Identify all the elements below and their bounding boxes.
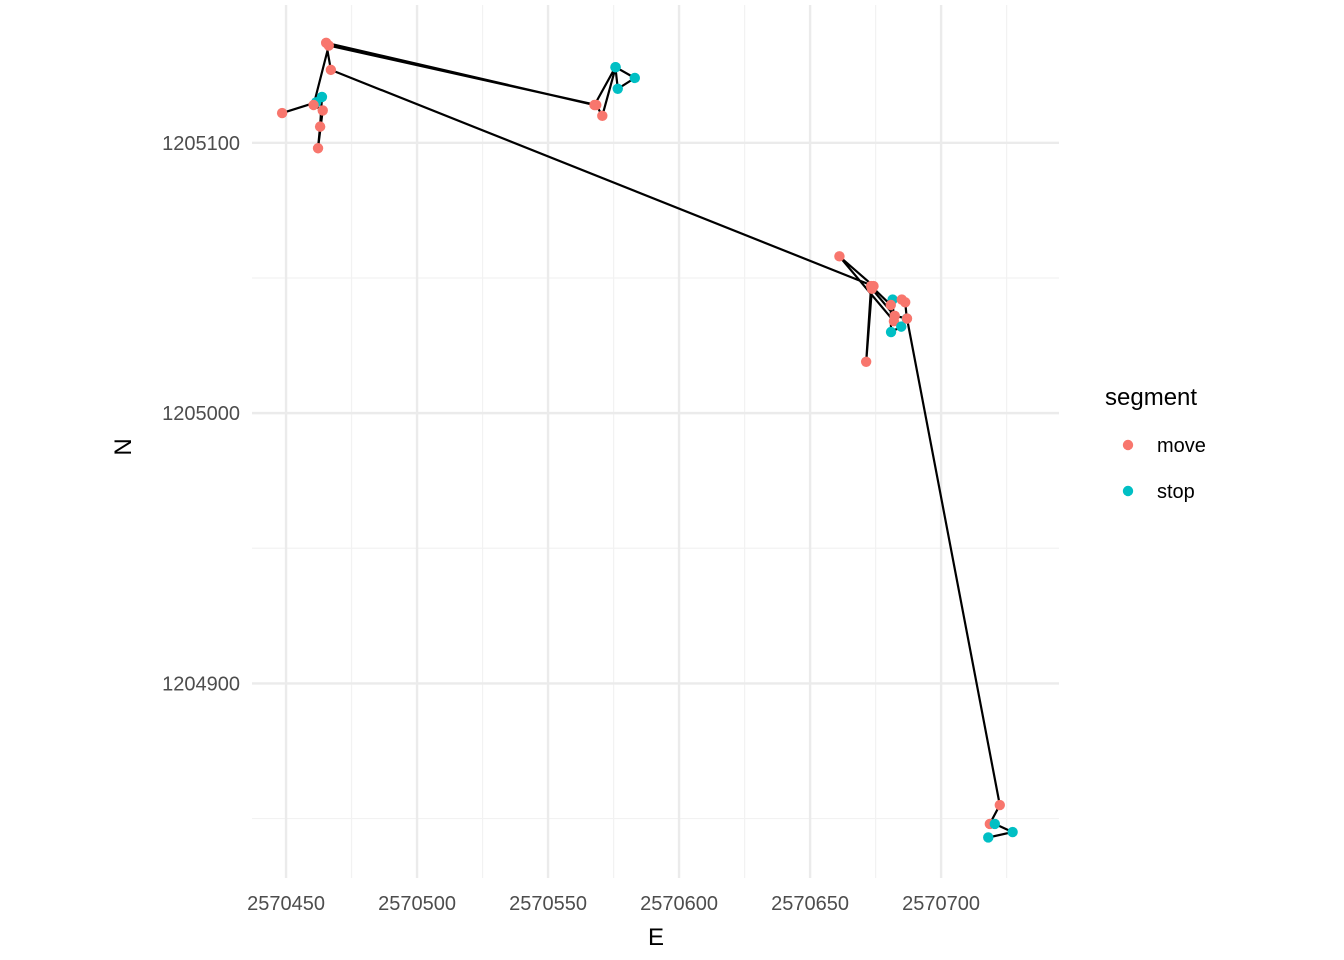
legend-key-move [1122, 439, 1134, 451]
point-move [885, 299, 896, 311]
point-move [860, 356, 872, 367]
point-move [901, 313, 913, 324]
legend: segment move stop [1105, 384, 1206, 503]
trajectory-line [281, 41, 1014, 839]
point-move [899, 297, 911, 308]
point-stop [629, 72, 641, 84]
x-tick-label: 2570550 [509, 893, 587, 915]
trajectory-path [281, 41, 1014, 839]
legend-label-stop: stop [1157, 481, 1195, 503]
x-tick-label: 2570450 [247, 893, 325, 915]
x-tick-label: 2570600 [640, 893, 718, 915]
point-move [320, 37, 332, 49]
point-stop [316, 91, 328, 103]
point-move [276, 107, 288, 119]
legend-label-move: move [1157, 435, 1206, 457]
x-axis-tick-labels: 2570450 2570500 2570550 2570600 2570650 25707… [247, 893, 980, 915]
point-stop [885, 326, 897, 338]
legend-title: segment [1105, 384, 1197, 411]
point-move [314, 121, 326, 132]
x-tick-label: 2570650 [771, 893, 849, 915]
x-tick-label: 2570500 [378, 893, 456, 915]
point-move [889, 310, 900, 322]
point-move [994, 799, 1005, 811]
point-move [589, 99, 600, 111]
data-points [276, 37, 1018, 843]
point-stop [896, 321, 907, 332]
point-move [866, 283, 878, 294]
point-move [312, 143, 324, 154]
y-tick-label: 1204900 [162, 673, 240, 695]
y-axis-title: N [110, 438, 137, 455]
point-move [308, 99, 319, 111]
x-tick-label: 2570700 [902, 893, 980, 915]
point-stop [983, 832, 994, 843]
x-axis-title: E [648, 924, 664, 951]
point-move [834, 251, 845, 262]
legend-key-stop [1122, 485, 1134, 497]
point-stop [612, 83, 623, 94]
y-tick-label: 1205000 [162, 403, 240, 425]
point-stop [610, 61, 621, 73]
point-stop [989, 818, 1001, 830]
y-tick-label: 1205100 [162, 133, 240, 155]
point-move [597, 110, 608, 122]
point-stop [1007, 826, 1018, 838]
point-move [325, 64, 337, 76]
grid-minor-lines [252, 5, 1059, 878]
point-move [317, 105, 328, 116]
y-axis-tick-labels: 1204900 1205000 1205100 [162, 133, 240, 696]
legend-entries: move stop [1122, 435, 1206, 503]
grid-major-lines [252, 5, 1059, 878]
